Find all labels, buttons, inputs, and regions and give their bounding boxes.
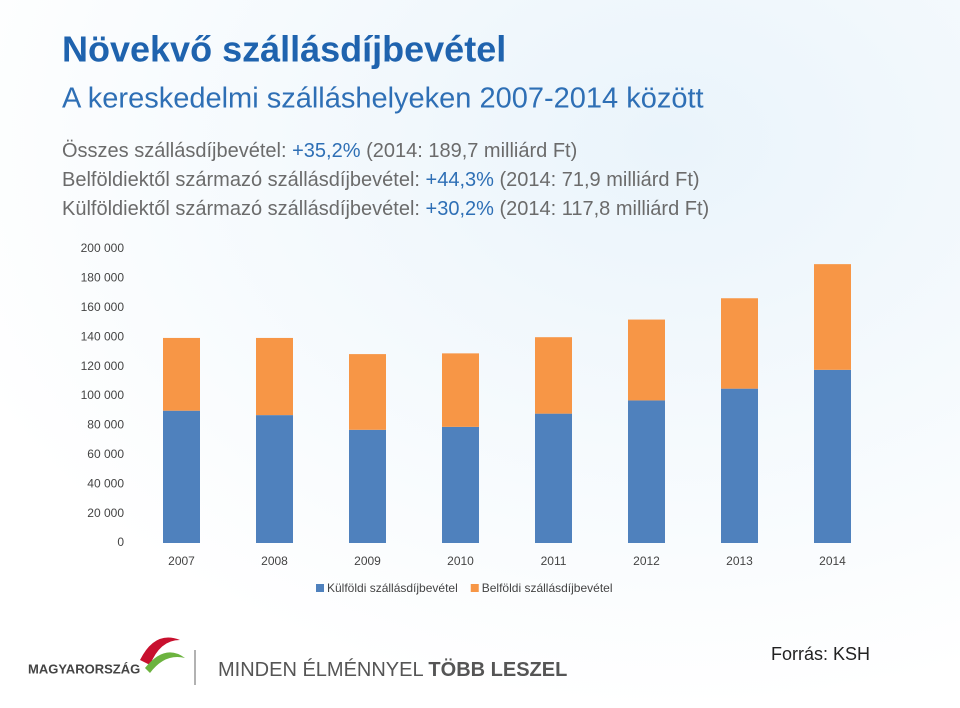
slogan: MINDEN ÉLMÉNNYEL TÖBB LESZEL <box>218 658 567 681</box>
summary-line: Összes szállásdíjbevétel: +35,2% (2014: … <box>62 140 577 162</box>
bar-segment <box>535 413 572 543</box>
y-tick-label: 0 <box>117 535 124 549</box>
summary-label: Belföldiektől származó szállásdíjbevétel… <box>62 169 420 191</box>
source: Forrás: KSH <box>771 644 870 664</box>
summary-label: Összes szállásdíjbevétel: <box>62 140 287 162</box>
y-tick-label: 200 000 <box>81 241 125 255</box>
slogan-part: TÖBB LESZEL <box>428 658 567 681</box>
y-tick-label: 120 000 <box>81 359 125 373</box>
y-tick-label: 60 000 <box>87 447 124 461</box>
x-tick-label: 2010 <box>447 554 474 568</box>
bar-segment <box>442 353 479 427</box>
summary-line: Belföldiektől származó szállásdíjbevétel… <box>62 169 700 191</box>
x-tick-label: 2011 <box>541 554 567 568</box>
bar-segment <box>163 337 200 411</box>
title: Növekvő szállásdíjbevétel <box>62 29 506 70</box>
bar-segment <box>256 415 293 543</box>
y-tick-label: 20 000 <box>87 506 124 520</box>
y-tick-label: 100 000 <box>81 388 125 402</box>
bar-segment <box>349 354 386 430</box>
bar-segment <box>721 388 758 543</box>
brand: MAGYARORSZÁG <box>28 661 140 676</box>
x-tick-label: 2008 <box>261 554 288 568</box>
logo-swirl <box>140 637 180 665</box>
x-tick-label: 2007 <box>168 554 195 568</box>
bar-segment <box>442 426 479 543</box>
subtitle: A kereskedelmi szálláshelyeken 2007-2014… <box>62 83 704 115</box>
bar-segment <box>163 410 200 543</box>
summary: Összes szállásdíjbevétel: +35,2% (2014: … <box>62 140 709 220</box>
y-tick-label: 80 000 <box>87 418 124 432</box>
y-tick-label: 180 000 <box>81 271 125 285</box>
summary-label: Külföldiektől származó szállásdíjbevétel… <box>62 198 420 220</box>
legend-label: Belföldi szállásdíjbevétel <box>482 581 613 595</box>
bar-segment <box>628 319 665 401</box>
chart: 0 20 000 40 000 60 000 80 000 100 000 120 000 1… <box>81 241 851 595</box>
y-tick-label: 140 000 <box>81 329 125 343</box>
bar-segment <box>628 400 665 543</box>
summary-change: +35,2% <box>292 140 361 162</box>
bar-segment <box>349 429 386 543</box>
x-tick-label: 2013 <box>726 554 753 568</box>
legend-swatch <box>316 584 324 592</box>
legend-swatch <box>470 584 479 592</box>
logo-swirl <box>145 652 185 673</box>
summary-line: Külföldiektől származó szállásdíjbevétel… <box>62 198 709 220</box>
y-tick-label: 160 000 <box>81 300 125 314</box>
bar-segment <box>814 264 851 370</box>
summary-detail: (2014: 189,7 milliárd Ft) <box>366 140 577 162</box>
summary-change: +44,3% <box>426 169 495 191</box>
bar-segment <box>814 369 851 543</box>
x-tick-label: 2014 <box>819 554 846 568</box>
legend: Külföldi szállásdíjbevétel Belföldi száll… <box>316 581 613 595</box>
bar-segment <box>256 337 293 416</box>
bar-segment <box>721 298 758 389</box>
bar-segment <box>535 337 572 414</box>
x-tick-label: 2012 <box>633 554 660 568</box>
y-tick-label: 40 000 <box>87 476 124 490</box>
summary-detail: (2014: 71,9 milliárd Ft) <box>499 169 699 191</box>
x-tick-label: 2009 <box>354 554 381 568</box>
summary-detail: (2014: 117,8 milliárd Ft) <box>499 198 709 220</box>
slogan-part: MINDEN ÉLMÉNNYEL <box>218 658 423 681</box>
summary-change: +30,2% <box>426 198 495 220</box>
legend-label: Külföldi szállásdíjbevétel <box>327 581 458 595</box>
